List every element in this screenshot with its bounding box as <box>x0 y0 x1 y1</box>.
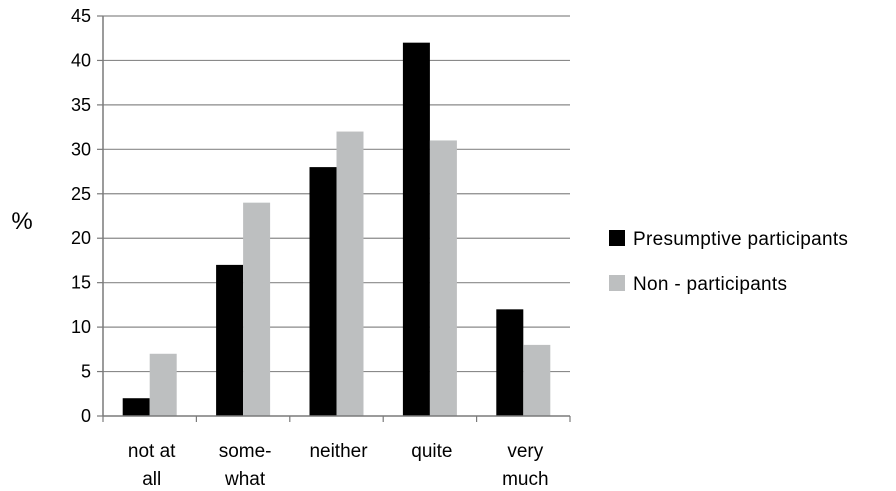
bars <box>122 42 551 417</box>
bar-presumptive-1 <box>216 264 244 416</box>
y-tick-label: 5 <box>81 362 91 382</box>
bar-non-3 <box>429 140 457 416</box>
bar-presumptive-3 <box>402 42 430 417</box>
bar-non-2 <box>336 131 364 417</box>
y-tick-label: 45 <box>71 6 91 26</box>
legend-swatch <box>609 275 625 291</box>
x-category-label: all <box>142 469 161 490</box>
x-category-label: not at <box>128 441 176 462</box>
x-category-label: much <box>502 469 548 490</box>
y-tick-label: 25 <box>71 184 91 204</box>
legend-label: Presumptive participants <box>633 229 848 250</box>
x-category-label: very <box>507 441 543 462</box>
bar-non-0 <box>149 353 177 416</box>
y-tick-label: 35 <box>71 95 91 115</box>
bar-presumptive-2 <box>309 167 337 416</box>
legend-label: Non - participants <box>633 274 787 295</box>
y-tick-label: 20 <box>71 228 91 248</box>
legend-swatch <box>609 230 625 246</box>
bar-presumptive-4 <box>496 309 524 416</box>
x-category-label: some- <box>219 441 272 462</box>
x-category-labels: not at all some-what neither quite very much <box>128 441 549 490</box>
bar-non-4 <box>523 344 551 416</box>
x-category-label: what <box>224 469 266 490</box>
bar-presumptive-0 <box>122 398 150 416</box>
bar-non-1 <box>243 202 271 416</box>
y-tick-label: 40 <box>71 50 91 70</box>
legend: Presumptive participants Non - participan… <box>609 229 848 295</box>
y-axis-label: % <box>11 208 32 235</box>
y-tick-label: 10 <box>71 317 91 337</box>
y-tick-label: 0 <box>81 406 91 426</box>
y-tick-label: 15 <box>71 273 91 293</box>
x-category-label: neither <box>309 441 368 462</box>
y-tick-label: 30 <box>71 139 91 159</box>
y-tick-labels: 0 5 10 15 20 25 30 35 40 45 <box>71 6 91 426</box>
axes <box>102 16 571 422</box>
x-category-label: quite <box>411 441 452 462</box>
